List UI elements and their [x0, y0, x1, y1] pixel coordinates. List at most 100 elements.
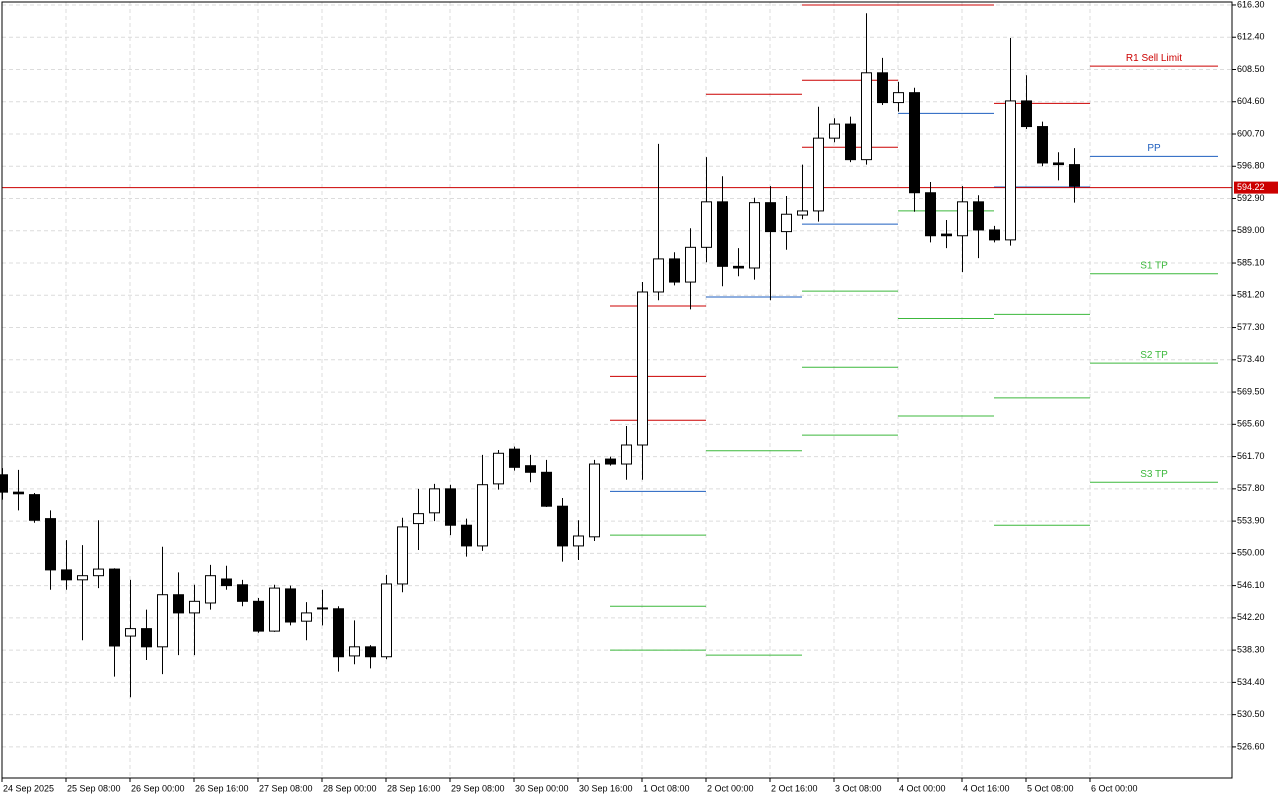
- candle-body: [221, 578, 232, 587]
- x-tick-label: 6 Oct 00:00: [1091, 783, 1138, 793]
- candle-body: [1053, 162, 1064, 166]
- candle-body: [861, 72, 872, 161]
- candle-body: [941, 233, 952, 237]
- candle-body: [477, 484, 488, 547]
- y-tick-label: 585.10: [1237, 257, 1265, 267]
- candle-body: [109, 568, 120, 647]
- x-tick-label: 28 Sep 16:00: [387, 783, 441, 793]
- candle-body: [589, 463, 600, 538]
- candle-body: [429, 488, 440, 514]
- candle-body: [13, 491, 24, 495]
- candle-body: [93, 568, 104, 577]
- candle-body: [893, 92, 904, 104]
- candle-body: [669, 258, 680, 283]
- candle-body: [781, 213, 792, 233]
- x-tick-label: 29 Sep 08:00: [451, 783, 505, 793]
- candle-body: [413, 513, 424, 525]
- y-tick-label: 526.60: [1237, 741, 1265, 751]
- last-price-box: [1234, 181, 1278, 194]
- candle-body: [493, 452, 504, 485]
- x-tick-label: 27 Sep 08:00: [259, 783, 313, 793]
- x-tick-label: 1 Oct 08:00: [643, 783, 690, 793]
- candle-body: [301, 612, 312, 622]
- y-tick-label: 592.90: [1237, 193, 1265, 203]
- candle-body: [333, 608, 344, 658]
- x-tick-label: 30 Sep 16:00: [579, 783, 633, 793]
- candle-body: [381, 583, 392, 658]
- candle-body: [733, 265, 744, 269]
- candle-body: [29, 494, 40, 521]
- candle-body: [525, 465, 536, 473]
- candle-body: [813, 137, 824, 212]
- candle-body: [797, 210, 808, 216]
- candle-body: [253, 600, 264, 632]
- candle-body: [1005, 100, 1016, 241]
- candle-body: [0, 474, 8, 493]
- y-tick-label: 573.40: [1237, 354, 1265, 364]
- y-tick-label: 534.40: [1237, 677, 1265, 687]
- level-label: PP: [1147, 143, 1161, 154]
- candle-body: [637, 291, 648, 446]
- candle-body: [445, 488, 456, 526]
- candle-body: [1069, 164, 1080, 187]
- x-tick-label: 2 Oct 00:00: [707, 783, 754, 793]
- level-label: S1 TP: [1140, 260, 1168, 271]
- candle-body: [125, 628, 136, 637]
- candle-body: [205, 575, 216, 604]
- candle-body: [269, 587, 280, 632]
- y-tick-label: 561.70: [1237, 451, 1265, 461]
- y-tick-label: 546.10: [1237, 580, 1265, 590]
- candle-body: [573, 535, 584, 547]
- candle-body: [829, 123, 840, 139]
- candle-body: [749, 202, 760, 269]
- x-tick-label: 28 Sep 00:00: [323, 783, 377, 793]
- y-tick-label: 608.50: [1237, 64, 1265, 74]
- candle-body: [173, 594, 184, 614]
- candle-body: [317, 607, 328, 610]
- y-tick-label: 596.80: [1237, 161, 1265, 171]
- candle-body: [541, 471, 552, 507]
- candle-body: [365, 646, 376, 658]
- candle-body: [189, 600, 200, 614]
- candle-body: [717, 201, 728, 267]
- candle-body: [605, 458, 616, 465]
- y-tick-label: 550.00: [1237, 548, 1265, 558]
- y-tick-label: 616.30: [1237, 0, 1265, 9]
- candle-body: [877, 72, 888, 104]
- candle-body: [1037, 126, 1048, 164]
- x-tick-label: 2 Oct 16:00: [771, 783, 818, 793]
- y-tick-label: 589.00: [1237, 225, 1265, 235]
- x-tick-label: 26 Sep 00:00: [131, 783, 185, 793]
- candle-body: [349, 646, 360, 657]
- y-tick-label: 600.70: [1237, 128, 1265, 138]
- y-tick-label: 542.20: [1237, 612, 1265, 622]
- candle-body: [701, 201, 712, 248]
- candle-body: [141, 628, 152, 648]
- candle-body: [925, 192, 936, 237]
- last-price-label: 594.22: [1237, 182, 1265, 192]
- x-tick-label: 3 Oct 08:00: [835, 783, 882, 793]
- y-tick-label: 530.50: [1237, 709, 1265, 719]
- candle-body: [461, 524, 472, 547]
- candle-body: [765, 202, 776, 233]
- level-label: S3 TP: [1140, 469, 1168, 480]
- candle-body: [557, 505, 568, 547]
- candle-body: [957, 201, 968, 237]
- candle-body: [509, 448, 520, 468]
- y-tick-label: 553.90: [1237, 515, 1265, 525]
- candle-body: [621, 444, 632, 465]
- x-tick-label: 5 Oct 08:00: [1027, 783, 1074, 793]
- candles: [0, 13, 1080, 698]
- candle-body: [909, 92, 920, 194]
- y-tick-label: 557.80: [1237, 483, 1265, 493]
- y-tick-label: 565.60: [1237, 419, 1265, 429]
- level-label: R1 Sell Limit: [1126, 53, 1182, 64]
- candle-body: [845, 123, 856, 161]
- x-tick-label: 24 Sep 2025: [3, 783, 54, 793]
- candle-body: [61, 569, 72, 581]
- y-tick-label: 612.40: [1237, 32, 1265, 42]
- y-tick-label: 581.20: [1237, 290, 1265, 300]
